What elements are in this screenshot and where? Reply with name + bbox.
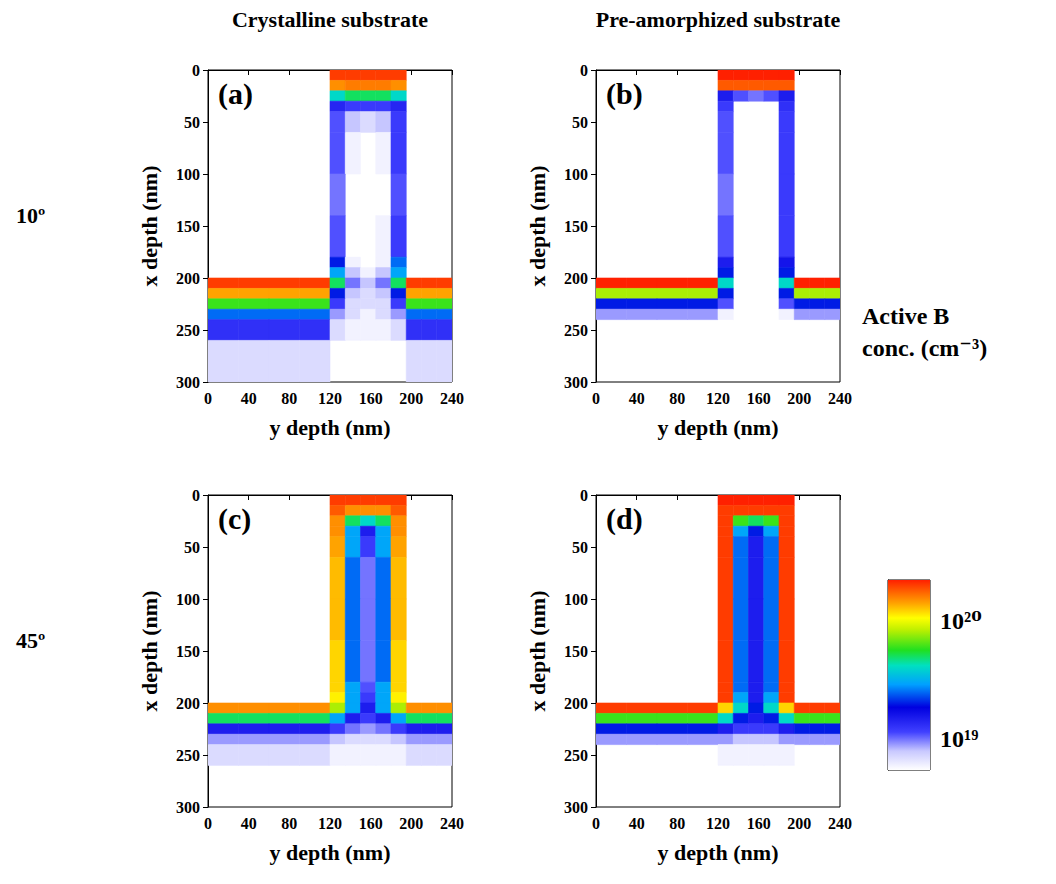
svg-text:240: 240 — [828, 815, 852, 832]
svg-text:x depth (nm): x depth (nm) — [525, 590, 550, 711]
svg-text:120: 120 — [318, 390, 342, 407]
svg-text:80: 80 — [281, 815, 297, 832]
svg-text:200: 200 — [787, 815, 811, 832]
svg-text:0: 0 — [580, 487, 588, 504]
svg-text:120: 120 — [706, 390, 730, 407]
svg-text:200: 200 — [399, 815, 423, 832]
svg-text:0: 0 — [204, 815, 212, 832]
svg-text:250: 250 — [176, 322, 200, 339]
svg-text:200: 200 — [564, 695, 588, 712]
svg-text:200: 200 — [787, 390, 811, 407]
svg-text:160: 160 — [359, 390, 383, 407]
svg-text:(d): (d) — [606, 502, 643, 536]
svg-text:80: 80 — [281, 390, 297, 407]
svg-text:120: 120 — [706, 815, 730, 832]
svg-text:10º: 10º — [16, 203, 45, 228]
svg-text:0: 0 — [204, 390, 212, 407]
svg-text:40: 40 — [629, 390, 645, 407]
svg-text:y depth (nm): y depth (nm) — [269, 415, 390, 440]
svg-text:y depth (nm): y depth (nm) — [269, 840, 390, 865]
svg-text:50: 50 — [184, 539, 200, 556]
svg-text:250: 250 — [176, 747, 200, 764]
svg-text:250: 250 — [564, 747, 588, 764]
svg-text:300: 300 — [564, 374, 588, 391]
svg-text:50: 50 — [184, 114, 200, 131]
svg-text:40: 40 — [629, 815, 645, 832]
svg-text:50: 50 — [572, 539, 588, 556]
svg-text:300: 300 — [564, 799, 588, 816]
svg-text:x depth (nm): x depth (nm) — [525, 165, 550, 286]
svg-text:240: 240 — [440, 390, 464, 407]
svg-text:y depth (nm): y depth (nm) — [657, 840, 778, 865]
svg-text:200: 200 — [176, 270, 200, 287]
svg-text:conc. (cm⁻³): conc. (cm⁻³) — [862, 335, 987, 361]
svg-text:240: 240 — [440, 815, 464, 832]
svg-text:80: 80 — [669, 390, 685, 407]
svg-text:45º: 45º — [16, 628, 45, 653]
svg-text:(c): (c) — [218, 502, 251, 536]
svg-text:150: 150 — [176, 218, 200, 235]
svg-text:0: 0 — [192, 487, 200, 504]
svg-text:300: 300 — [176, 374, 200, 391]
svg-text:Active B: Active B — [862, 303, 949, 329]
svg-text:0: 0 — [592, 390, 600, 407]
svg-text:160: 160 — [747, 390, 771, 407]
svg-text:100: 100 — [176, 166, 200, 183]
svg-text:40: 40 — [241, 390, 257, 407]
svg-text:50: 50 — [572, 114, 588, 131]
svg-text:Pre-amorphized substrate: Pre-amorphized substrate — [596, 7, 841, 32]
svg-text:x depth (nm): x depth (nm) — [137, 165, 162, 286]
svg-text:0: 0 — [592, 815, 600, 832]
svg-text:80: 80 — [669, 815, 685, 832]
svg-text:10¹⁹: 10¹⁹ — [940, 726, 978, 752]
svg-text:(a): (a) — [218, 77, 253, 111]
svg-text:200: 200 — [399, 390, 423, 407]
svg-text:40: 40 — [241, 815, 257, 832]
svg-text:120: 120 — [318, 815, 342, 832]
svg-text:150: 150 — [564, 643, 588, 660]
svg-text:150: 150 — [176, 643, 200, 660]
svg-text:x depth (nm): x depth (nm) — [137, 590, 162, 711]
svg-text:10²⁰: 10²⁰ — [940, 608, 982, 634]
svg-text:200: 200 — [176, 695, 200, 712]
svg-text:300: 300 — [176, 799, 200, 816]
svg-text:240: 240 — [828, 390, 852, 407]
svg-text:Crystalline substrate: Crystalline substrate — [232, 7, 428, 32]
svg-text:160: 160 — [359, 815, 383, 832]
svg-text:0: 0 — [580, 62, 588, 79]
svg-text:100: 100 — [564, 591, 588, 608]
svg-text:y depth (nm): y depth (nm) — [657, 415, 778, 440]
svg-text:250: 250 — [564, 322, 588, 339]
svg-text:100: 100 — [176, 591, 200, 608]
svg-text:0: 0 — [192, 62, 200, 79]
svg-text:100: 100 — [564, 166, 588, 183]
svg-text:160: 160 — [747, 815, 771, 832]
svg-text:(b): (b) — [606, 77, 643, 111]
svg-text:150: 150 — [564, 218, 588, 235]
svg-text:200: 200 — [564, 270, 588, 287]
